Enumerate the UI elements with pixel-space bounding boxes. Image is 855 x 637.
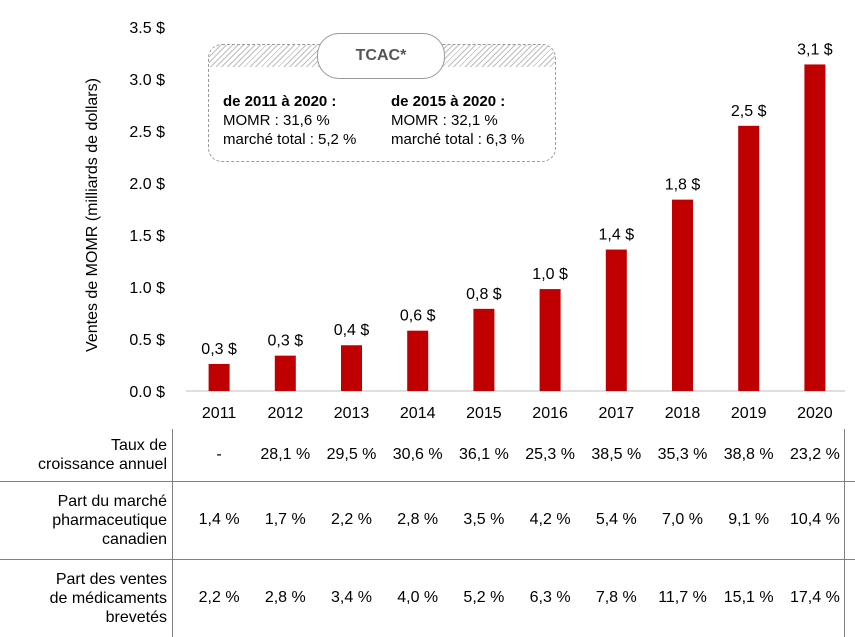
tcac-right-line2: marché total : 6,3 % [391,131,525,148]
bar-data-label: 3,1 $ [797,41,833,58]
bar-data-label: 1,0 $ [532,266,568,283]
y-tick-label: 3.5 $ [129,20,165,37]
x-tick-label: 2013 [334,405,370,422]
tcac-right-line1: MOMR : 32,1 % [391,112,498,129]
table-cell: 6,3 % [529,589,571,606]
tcac-left-line2: marché total : 5,2 % [223,131,357,148]
row-label-line: canadien [102,530,167,548]
table-cell: 5,4 % [595,511,637,528]
table-cell: 4,2 % [529,511,571,528]
column-divider [172,429,173,637]
row-label-line: Taux de [110,437,167,454]
table-cell: - [216,446,222,463]
table-cell: 2,2 % [198,589,240,606]
table-cell: 10,4 % [789,511,840,528]
tcac-left-line1: MOMR : 31,6 % [223,112,330,129]
tcac-left: de 2011 à 2020 : MOMR : 31,6 % marché to… [223,92,356,149]
bar [738,125,760,392]
row-label-line: Part des ventes [55,570,167,588]
bar [804,64,826,391]
table-cell: 1,4 % [198,511,240,528]
row-label-line: pharmaceutique [52,511,167,529]
x-tick-label: 2016 [532,405,568,422]
y-tick-label: 2.0 $ [129,176,165,193]
tcac-right-heading: de 2015 à 2020 : [391,93,506,110]
bar-data-label: 0,4 $ [334,322,370,339]
bar [407,330,429,391]
table-cell: 38,8 % [723,446,774,463]
x-tick-label: 2017 [599,405,635,422]
bar [208,363,230,391]
x-tick-label: 2020 [797,405,833,422]
bar-data-label: 1,8 $ [665,177,701,194]
y-tick-label: 1.0 $ [129,280,165,297]
y-tick-label: 2.5 $ [129,124,165,141]
table-cell: 36,1 % [458,446,509,463]
table-cell: 15,1 % [723,589,774,606]
row-label: Part du marché pharmaceutique canadien [52,492,167,549]
bar-data-label: 1,4 $ [599,227,635,244]
column-divider [844,429,845,637]
row-label: Part des ventes de médicaments brevetés [50,570,167,627]
y-axis-label: Ventes de MOMR (milliards de dollars) [84,78,101,352]
bar [473,308,495,391]
table-cell: 23,2 % [789,446,840,463]
x-tick-label: 2018 [665,405,701,422]
row-divider [0,481,855,482]
tcac-callout: TCAC* de 2011 à 2020 : MOMR : 31,6 % mar… [208,33,556,162]
x-tick-label: 2012 [268,405,304,422]
table-cell: 7,0 % [662,511,703,528]
table-cell: 25,3 % [525,446,575,463]
table-cell: 2,8 % [397,511,439,528]
table-cell: 30,6 % [392,446,443,463]
tcac-right: de 2015 à 2020 : MOMR : 32,1 % marché to… [391,92,524,149]
row-label-line: brevetés [105,608,167,626]
row-divider [0,559,855,560]
row-label-line: de médicaments [49,589,167,607]
y-tick-label: 1.5 $ [129,228,165,245]
y-tick-label: 3.0 $ [129,72,165,89]
y-tick-label: 0.5 $ [129,332,165,349]
table-cell: 3,4 % [331,589,372,606]
tcac-left-heading: de 2011 à 2020 : [223,93,337,110]
table-cell: 2,8 % [264,589,306,606]
bar [274,355,296,391]
x-tick-label: 2014 [400,405,436,422]
table-cell: 28,1 % [260,446,311,463]
row-label-line: Part du marché [57,492,167,510]
bar [605,249,627,391]
table-cell: 38,5 % [591,446,642,463]
table-cell: 9,1 % [728,511,770,528]
table-cell: 7,8 % [595,589,637,606]
table-cell: 11,7 % [658,589,707,606]
bar-data-label: 0,8 $ [466,286,502,303]
x-tick-label: 2019 [731,405,767,422]
tcac-title: TCAC* [317,33,445,79]
row-label: Taux de croissance annuel [38,436,167,474]
bar-data-label: 0,6 $ [400,308,436,325]
row-label-line: croissance annuel [38,456,167,473]
table-cell: 2,2 % [331,511,372,528]
bar-data-label: 2,5 $ [731,103,767,120]
x-tick-label: 2011 [202,405,237,422]
bar [672,199,693,391]
table-cell: 35,3 % [657,446,708,463]
table-cell: 29,5 % [326,446,377,463]
y-tick-label: 0.0 $ [129,384,165,401]
bar-chart: Ventes de MOMR (milliards de dollars) 0.… [84,20,845,422]
bar-data-label: 0,3 $ [268,333,304,350]
bar [539,289,561,391]
table-cell: 1,7 % [264,511,306,528]
table-cell: 4,0 % [397,589,439,606]
bar [341,345,362,391]
table-cell: 3,5 % [463,511,505,528]
table-cell: 17,4 % [789,589,840,606]
x-tick-label: 2015 [466,405,502,422]
bar-data-label: 0,3 $ [201,341,237,358]
table-cell: 5,2 % [463,589,505,606]
